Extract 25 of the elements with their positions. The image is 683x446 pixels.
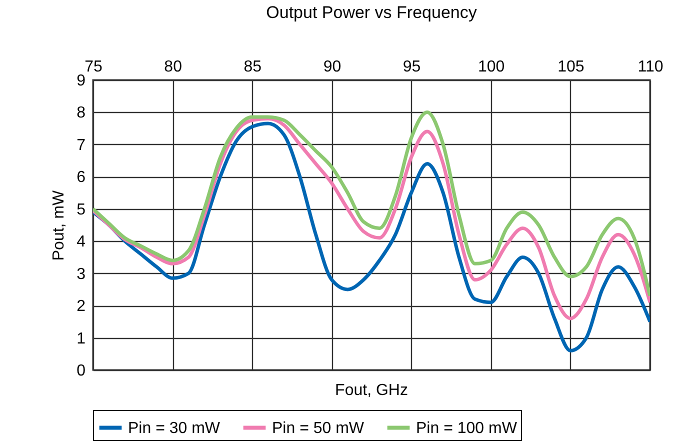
x-tick-label: 95 [402, 58, 421, 76]
y-tick-label: 6 [76, 169, 86, 186]
x-tick-label: 100 [478, 58, 505, 76]
y-tick-label: 7 [76, 136, 86, 154]
y-tick-label: 8 [76, 104, 86, 122]
line-series [93, 122, 650, 352]
y-tick-label: 3 [76, 266, 86, 283]
x-tick-label: 105 [558, 58, 584, 76]
y-tick-label: 2 [76, 298, 86, 316]
x-tick-label: 85 [244, 58, 262, 76]
legend-label: Pin = 30 mW [128, 420, 221, 437]
chart-title: Output Power vs Frequency [266, 3, 478, 22]
x-tick-label: 110 [638, 58, 664, 76]
y-tick-label: 1 [76, 330, 86, 348]
legend-label: Pin = 50 mW [272, 420, 365, 437]
x-tick-label: 80 [164, 58, 182, 76]
y-tick-label: 0 [76, 362, 86, 380]
legend-label: Pin = 100 mW [416, 420, 518, 437]
y-tick-label: 5 [76, 201, 86, 218]
x-axis-title: Fout, GHz [335, 382, 408, 399]
y-axis-title: Pout, mW [50, 189, 68, 261]
x-tick-label: 90 [323, 58, 342, 76]
y-tick-label: 4 [76, 234, 86, 251]
y-tick-label: 9 [76, 72, 86, 90]
x-tick-label: 75 [84, 58, 102, 76]
